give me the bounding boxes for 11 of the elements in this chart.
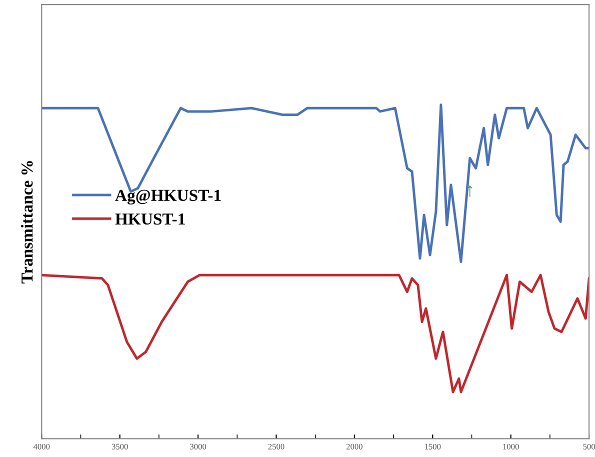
x-tick-label: 2500: [268, 444, 284, 450]
x-tick-label: 3500: [112, 444, 128, 450]
x-tick-label: 1000: [503, 444, 519, 450]
legend-label: Ag@HKUST-1: [115, 190, 221, 205]
x-tick-label: 3000: [190, 444, 206, 450]
x-tick-label: 1500: [425, 444, 441, 450]
legend-label: HKUST-1: [115, 213, 185, 225]
x-tick-label: 500: [583, 444, 595, 450]
y-axis-title: Transmittance %: [20, 161, 33, 284]
x-tick-label: 4000: [33, 444, 50, 450]
x-tick-label: 2000: [346, 444, 362, 450]
